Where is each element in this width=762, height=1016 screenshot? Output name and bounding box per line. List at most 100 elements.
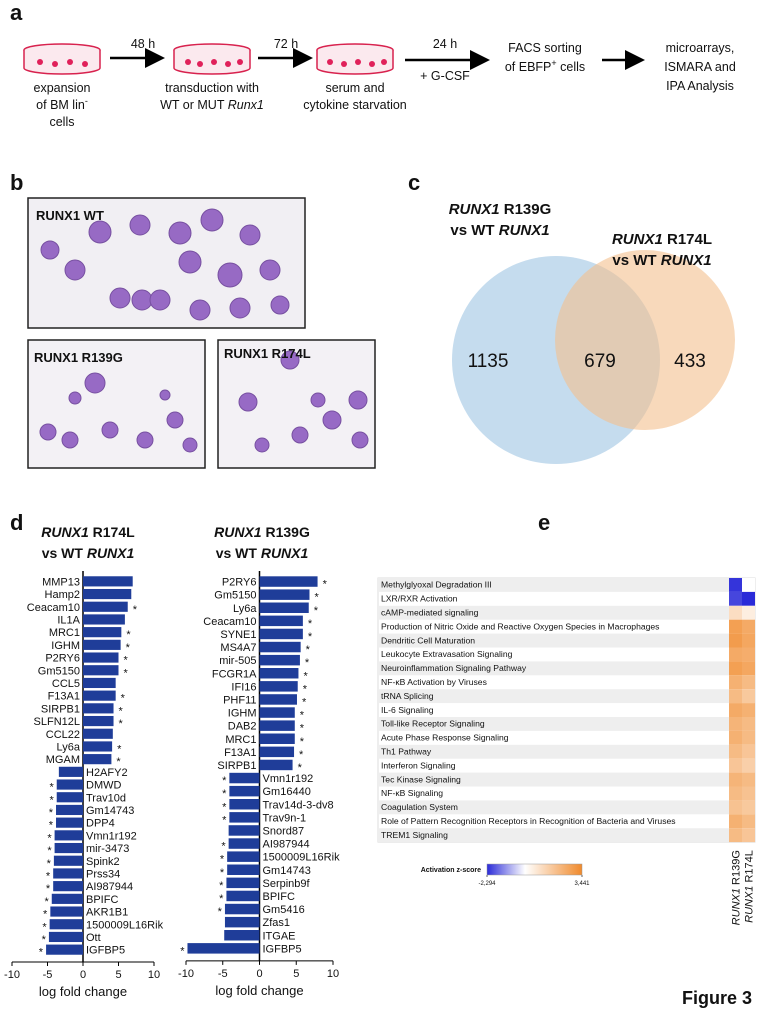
significance-star: * bbox=[42, 921, 47, 933]
significance-star: * bbox=[126, 642, 131, 654]
category-label: Ceacam10 bbox=[27, 602, 80, 614]
x-axis-label: log fold change bbox=[215, 983, 303, 998]
step-text: expansion bbox=[34, 81, 91, 95]
bar bbox=[259, 654, 300, 666]
heatmap-cell bbox=[729, 786, 742, 801]
significance-star: * bbox=[47, 832, 52, 844]
x-tick-label: 0 bbox=[80, 969, 86, 981]
bar bbox=[83, 588, 132, 600]
venn-set-label: vs WT bbox=[450, 222, 498, 239]
heatmap-cell bbox=[742, 591, 755, 606]
significance-star: * bbox=[119, 705, 124, 717]
pathway-label: Leukocyte Extravasation Signaling bbox=[381, 649, 513, 659]
gene-name: RUNX1 bbox=[499, 222, 550, 239]
bar bbox=[259, 602, 309, 613]
category-label: Ceacam10 bbox=[203, 616, 256, 628]
chart-title: RUNX1 bbox=[87, 545, 135, 561]
significance-star: * bbox=[116, 756, 121, 768]
venn-set-label: R139G bbox=[500, 201, 552, 218]
pathway-label: Th1 Pathway bbox=[381, 747, 432, 757]
step-text: IPA Analysis bbox=[666, 79, 734, 93]
micrograph-label: RUNX1 R139G bbox=[34, 350, 123, 365]
category-label: DAB2 bbox=[228, 721, 257, 733]
category-label: Serpinb9f bbox=[263, 878, 311, 890]
bar bbox=[83, 715, 114, 727]
pathway-label: tRNA Splicing bbox=[381, 691, 434, 701]
significance-star: * bbox=[39, 947, 44, 959]
bar bbox=[54, 842, 83, 854]
bar bbox=[227, 851, 260, 862]
chart-title: RUNX1 bbox=[214, 524, 262, 540]
category-label: Gm14743 bbox=[263, 865, 311, 877]
row-band bbox=[378, 828, 729, 843]
heatmap-cell bbox=[742, 814, 755, 829]
panel-label: d bbox=[10, 510, 23, 535]
category-label: Gm5150 bbox=[214, 590, 256, 602]
panel-label: c bbox=[408, 170, 420, 195]
significance-star: * bbox=[314, 605, 319, 617]
significance-star: * bbox=[49, 820, 54, 832]
step-text: cells bbox=[49, 115, 74, 129]
bar bbox=[83, 601, 128, 612]
venn-set-label: vs WT bbox=[612, 252, 660, 269]
category-label: Ott bbox=[86, 932, 101, 944]
heatmap-cell bbox=[729, 828, 742, 843]
heatmap-cell bbox=[742, 828, 755, 843]
category-label: SIRPB1 bbox=[41, 703, 80, 715]
superscript: - bbox=[85, 96, 88, 106]
legend-title: Activation z-score bbox=[421, 867, 481, 874]
category-label: FCGR1A bbox=[212, 668, 257, 680]
chart-title: RUNX1 bbox=[41, 524, 89, 540]
pathway-label: Interferon Signaling bbox=[381, 760, 456, 770]
bar bbox=[53, 881, 83, 892]
significance-star: * bbox=[119, 718, 124, 730]
venn-set-label: R174L bbox=[663, 231, 712, 248]
bar bbox=[229, 812, 260, 823]
heatmap-cell bbox=[742, 675, 755, 690]
step-text: of BM lin bbox=[36, 98, 85, 112]
pathway-label: IL-6 Signaling bbox=[381, 705, 434, 715]
chart-title: RUNX1 bbox=[261, 545, 309, 561]
heatmap-cell bbox=[742, 730, 755, 745]
category-label: AKR1B1 bbox=[86, 907, 128, 919]
gene-name: Runx1 bbox=[228, 98, 264, 112]
category-label: Snord87 bbox=[263, 825, 305, 837]
heatmap-cell bbox=[729, 661, 742, 676]
significance-star: * bbox=[220, 867, 225, 879]
category-label: IGFBP5 bbox=[86, 945, 125, 957]
step-text: WT or MUT bbox=[160, 98, 228, 112]
row-band bbox=[378, 689, 729, 704]
significance-star: * bbox=[303, 670, 308, 682]
panel-label: b bbox=[10, 170, 23, 195]
significance-star: * bbox=[222, 775, 227, 787]
category-label: Gm16440 bbox=[263, 786, 311, 798]
bar bbox=[224, 930, 260, 941]
heatmap-cell bbox=[742, 647, 755, 662]
category-label: BPIFC bbox=[86, 894, 118, 906]
column-label: RUNX1 bbox=[731, 888, 743, 925]
bar bbox=[259, 681, 298, 692]
pathway-label: Toll-like Receptor Signaling bbox=[381, 719, 485, 729]
significance-star: * bbox=[121, 693, 126, 705]
bar bbox=[50, 906, 83, 917]
bar bbox=[83, 703, 114, 714]
legend-tick-label: -2,294 bbox=[478, 881, 496, 887]
significance-star: * bbox=[49, 782, 54, 794]
category-label: IFI16 bbox=[231, 681, 256, 693]
chart-title: vs WT RUNX1 bbox=[216, 545, 309, 561]
bar bbox=[226, 890, 260, 902]
x-axis-label: log fold change bbox=[39, 984, 127, 999]
bar bbox=[58, 766, 83, 777]
heatmap-cell bbox=[729, 633, 742, 648]
category-label: F13A1 bbox=[48, 691, 80, 703]
category-label: Gm5416 bbox=[263, 904, 305, 916]
step-text: transduction with bbox=[165, 81, 259, 95]
category-label: MS4A7 bbox=[220, 642, 256, 654]
category-label: MGAM bbox=[46, 754, 80, 766]
gene-name: RUNX1 bbox=[661, 252, 712, 269]
row-band bbox=[378, 744, 729, 759]
pathway-label: Role of Pattern Recognition Receptors in… bbox=[381, 816, 676, 826]
step-text: serum and bbox=[325, 81, 384, 95]
bar bbox=[83, 741, 113, 752]
bar bbox=[83, 677, 116, 689]
